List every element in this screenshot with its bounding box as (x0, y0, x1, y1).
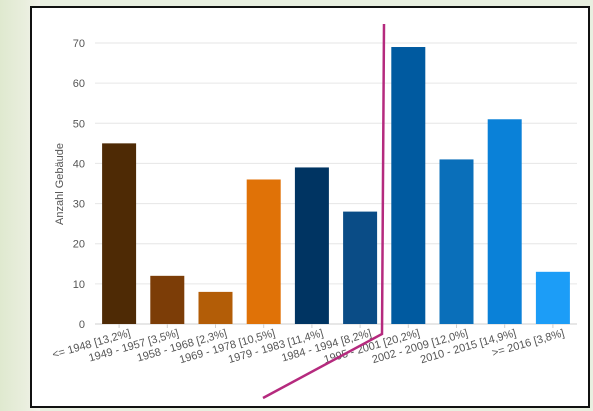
bar (102, 143, 137, 324)
y-tick-label: 30 (73, 199, 85, 211)
bar (150, 275, 185, 324)
y-tick-label: 20 (73, 239, 85, 251)
y-axis-label: Anzahl Gebäude (54, 143, 66, 225)
bars (102, 47, 570, 325)
bar (391, 47, 426, 325)
x-axis-ticks: <= 1948 [13,2%]1949 - 1957 [3,5%]1958 - … (51, 324, 566, 366)
bar (294, 167, 329, 324)
bar (198, 291, 233, 324)
y-tick-label: 70 (73, 38, 85, 50)
bar (246, 179, 281, 324)
y-tick-label: 50 (73, 118, 85, 130)
bar (343, 211, 378, 324)
bar (487, 119, 522, 325)
bar (535, 271, 570, 324)
divider-annotation-line (262, 23, 386, 400)
y-tick-label: 10 (73, 279, 85, 291)
bar-chart: 0 10 20 30 40 50 60 70 Anzahl Gebäude <= 1948 [… (51, 23, 577, 400)
y-tick-label: 0 (79, 319, 85, 331)
y-tick-label: 40 (73, 158, 85, 170)
bar (439, 159, 474, 324)
y-axis-ticks: 0 10 20 30 40 50 60 70 (73, 38, 85, 331)
y-tick-label: 60 (73, 78, 85, 90)
chart-panel: 0 10 20 30 40 50 60 70 Anzahl Gebäude <= 1948 [… (30, 6, 590, 408)
